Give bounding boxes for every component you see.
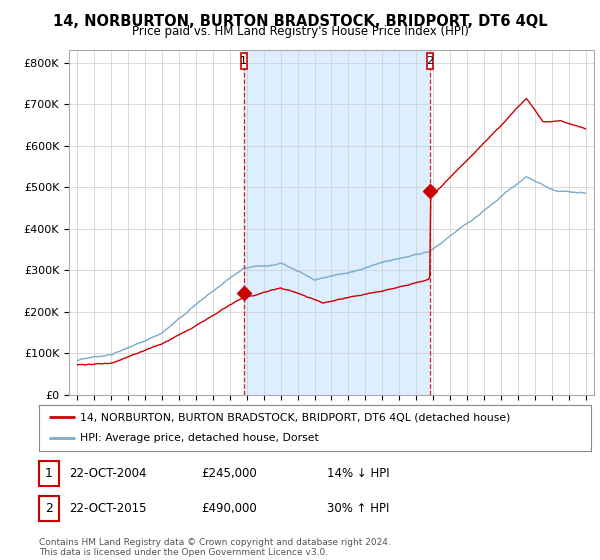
Text: 14, NORBURTON, BURTON BRADSTOCK, BRIDPORT, DT6 4QL (detached house): 14, NORBURTON, BURTON BRADSTOCK, BRIDPOR… [80,412,511,422]
Text: 14, NORBURTON, BURTON BRADSTOCK, BRIDPORT, DT6 4QL: 14, NORBURTON, BURTON BRADSTOCK, BRIDPOR… [53,14,547,29]
Text: Contains HM Land Registry data © Crown copyright and database right 2024.
This d: Contains HM Land Registry data © Crown c… [39,538,391,557]
Text: 22-OCT-2004: 22-OCT-2004 [69,466,146,480]
Text: 1: 1 [45,466,53,480]
Bar [244,50,430,395]
Text: 2: 2 [427,56,434,66]
Text: 22-OCT-2015: 22-OCT-2015 [69,502,146,515]
Text: 30% ↑ HPI: 30% ↑ HPI [327,502,389,515]
Text: £490,000: £490,000 [201,502,257,515]
Text: HPI: Average price, detached house, Dorset: HPI: Average price, detached house, Dors… [80,433,319,444]
Text: Price paid vs. HM Land Registry's House Price Index (HPI): Price paid vs. HM Land Registry's House … [131,25,469,38]
Text: £245,000: £245,000 [201,466,257,480]
FancyBboxPatch shape [427,53,433,69]
Text: 2: 2 [45,502,53,515]
FancyBboxPatch shape [241,53,247,69]
Text: 14% ↓ HPI: 14% ↓ HPI [327,466,389,480]
Text: 1: 1 [240,56,247,66]
